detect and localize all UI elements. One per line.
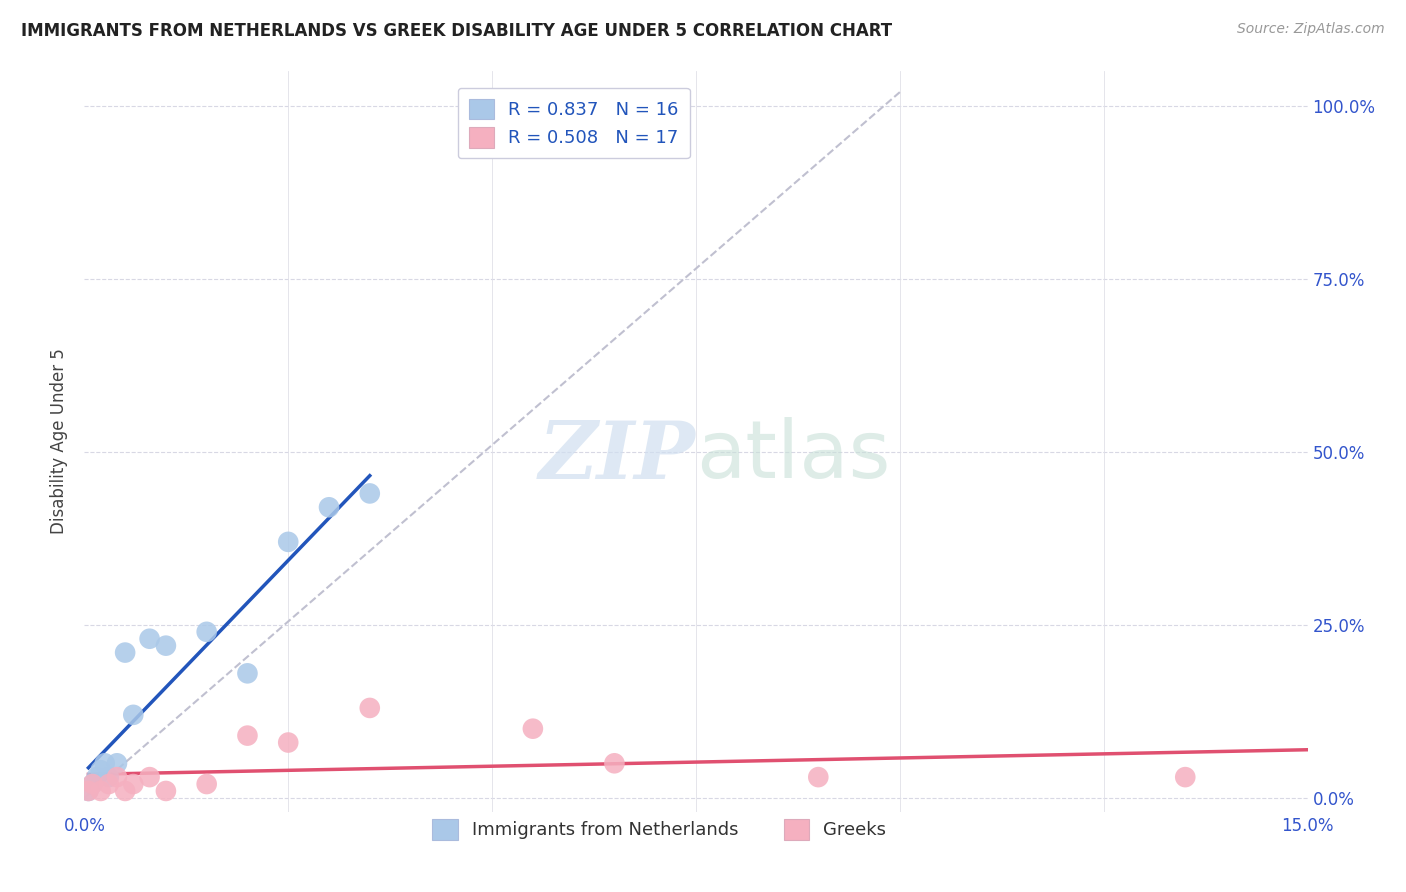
Legend: Immigrants from Netherlands, Greeks: Immigrants from Netherlands, Greeks: [425, 812, 894, 847]
Y-axis label: Disability Age Under 5: Disability Age Under 5: [51, 349, 69, 534]
Point: [603, 756, 626, 771]
Point: [77, 784, 100, 798]
Point: [114, 784, 136, 798]
Text: ZIP: ZIP: [538, 417, 696, 495]
Point: [90, 763, 112, 777]
Point: [195, 624, 218, 639]
Point: [277, 735, 299, 749]
Point: [359, 486, 381, 500]
Point: [122, 707, 145, 722]
Point: [1174, 770, 1197, 784]
Point: [138, 632, 160, 646]
Point: [93, 756, 115, 771]
Point: [105, 770, 128, 784]
Point: [105, 756, 128, 771]
Point: [97, 770, 120, 784]
Point: [122, 777, 145, 791]
Point: [82, 777, 104, 791]
Point: [522, 722, 544, 736]
Point: [359, 701, 381, 715]
Point: [236, 729, 259, 743]
Point: [277, 534, 299, 549]
Text: IMMIGRANTS FROM NETHERLANDS VS GREEK DISABILITY AGE UNDER 5 CORRELATION CHART: IMMIGRANTS FROM NETHERLANDS VS GREEK DIS…: [21, 22, 893, 40]
Point: [155, 639, 177, 653]
Text: atlas: atlas: [696, 417, 890, 495]
Point: [138, 770, 160, 784]
Point: [82, 777, 104, 791]
Point: [86, 770, 108, 784]
Point: [236, 666, 259, 681]
Point: [114, 646, 136, 660]
Point: [77, 784, 100, 798]
Point: [155, 784, 177, 798]
Point: [195, 777, 218, 791]
Text: Source: ZipAtlas.com: Source: ZipAtlas.com: [1237, 22, 1385, 37]
Point: [90, 784, 112, 798]
Point: [318, 500, 340, 515]
Point: [807, 770, 830, 784]
Point: [97, 777, 120, 791]
